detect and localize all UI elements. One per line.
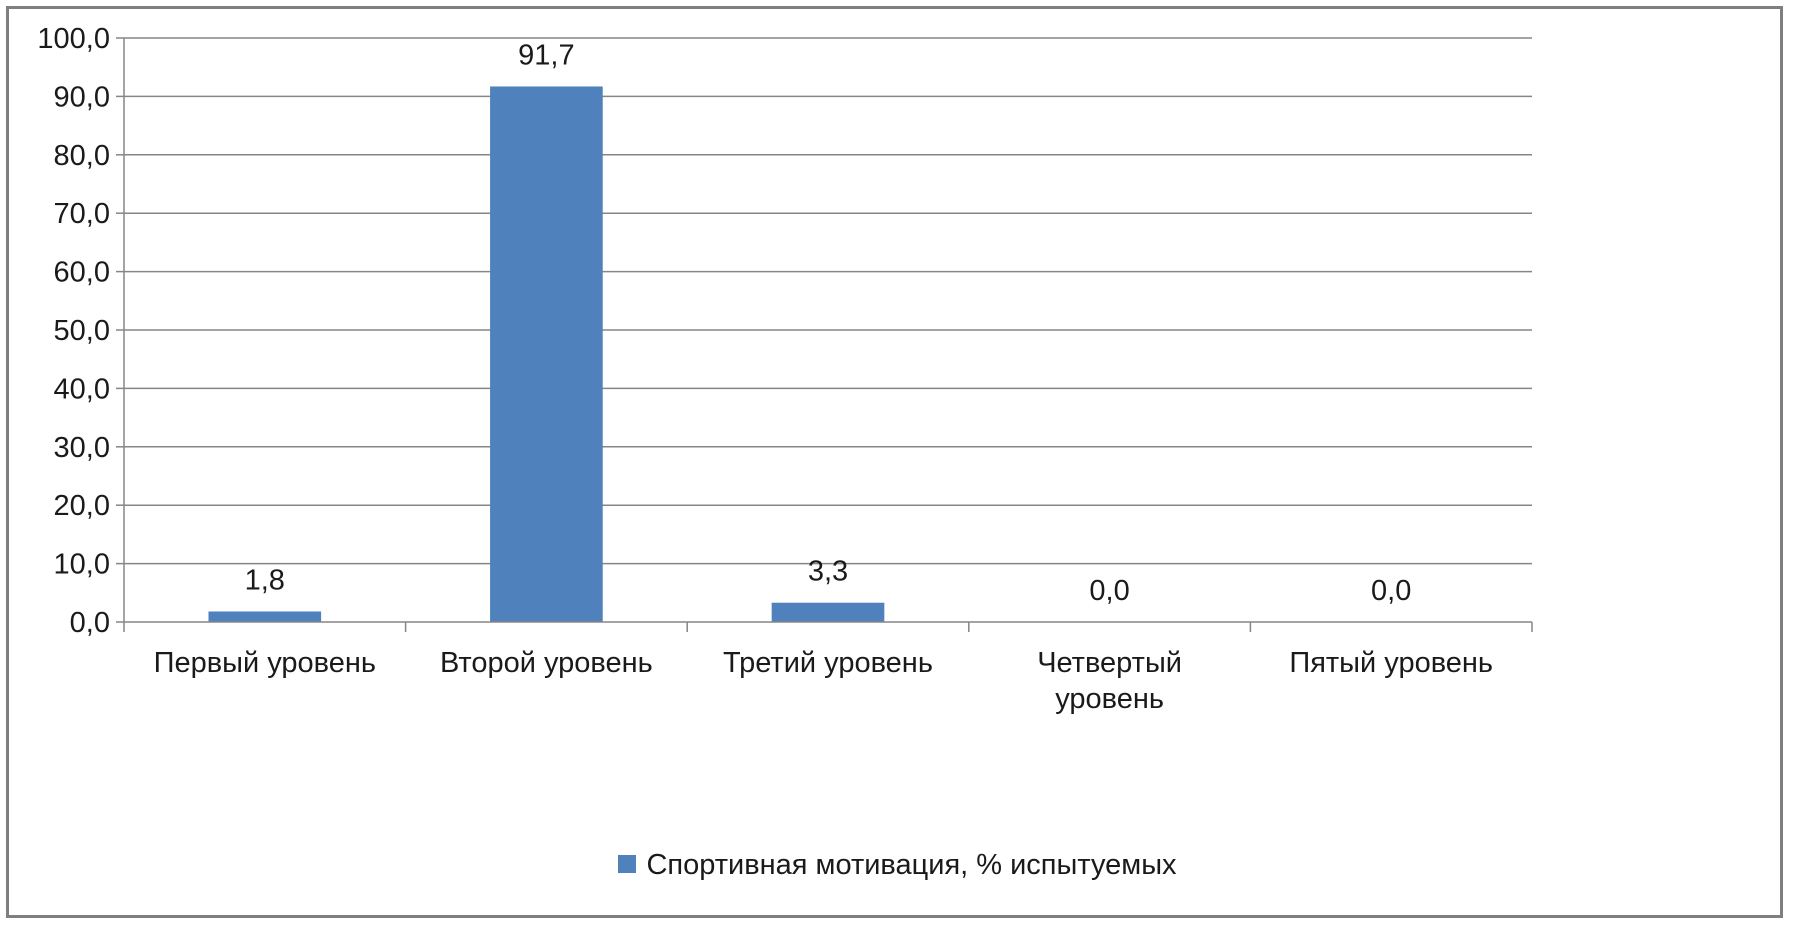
- y-tick-label: 100,0: [37, 23, 110, 55]
- bars: [208, 86, 885, 623]
- y-tick-label: 0,0: [70, 607, 110, 639]
- x-category-label: Третий уровень: [723, 647, 933, 679]
- y-tick-label: 40,0: [54, 373, 110, 405]
- y-tick-label: 20,0: [54, 490, 110, 522]
- y-axis-tick-labels: 0,0 10,0 20,0 30,0 40,0 50,0 60,0 70,0 80,0 90,0 1…: [37, 23, 110, 639]
- x-category-label: Пятый уровень: [1289, 647, 1493, 679]
- x-axis: [123, 38, 1533, 632]
- y-tick-label: 70,0: [54, 198, 110, 230]
- x-category-label: Первый уровень: [154, 647, 376, 679]
- y-tick-label: 60,0: [54, 257, 110, 289]
- data-label: 1,8: [245, 564, 285, 596]
- legend: Спортивная мотивация, % испытуемых: [0, 848, 1795, 882]
- bar: [771, 602, 885, 622]
- legend-swatch-icon: [618, 855, 637, 874]
- data-label: 91,7: [518, 39, 574, 71]
- y-tick-label: 50,0: [54, 315, 110, 347]
- data-labels: 1,8 91,7 3,3 0,0 0,0: [245, 39, 1412, 607]
- data-label: 0,0: [1371, 575, 1411, 607]
- x-category-label: Четвертый уровень: [1037, 647, 1182, 715]
- x-category-label: Второй уровень: [440, 647, 653, 679]
- data-label: 3,3: [808, 556, 848, 588]
- y-tick-label: 90,0: [54, 81, 110, 113]
- bar: [490, 86, 603, 623]
- legend-label: Спортивная мотивация, % испытуемых: [646, 849, 1177, 881]
- data-label: 0,0: [1089, 575, 1129, 607]
- gridlines: [116, 37, 1532, 623]
- chart-frame: [6, 6, 1783, 918]
- y-tick-label: 10,0: [54, 549, 110, 581]
- bar: [208, 611, 322, 622]
- y-tick-label: 30,0: [54, 432, 110, 464]
- x-axis-category-labels: Первый уровень Второй уровень Третий урове…: [154, 647, 1493, 715]
- y-tick-label: 80,0: [54, 140, 110, 172]
